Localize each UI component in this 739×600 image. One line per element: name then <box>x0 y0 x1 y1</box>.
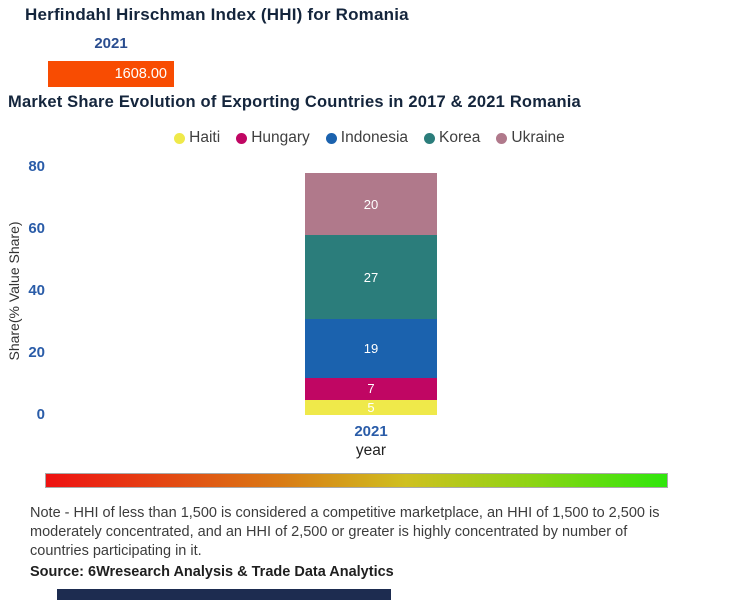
source-text: Source: 6Wresearch Analysis & Trade Data… <box>30 564 394 580</box>
bar-segment-ukraine: 20 <box>305 173 437 236</box>
hungary-dot-icon <box>236 132 248 144</box>
hhi-value-bar: 1608.00 <box>48 61 174 87</box>
bar-segment-haiti: 5 <box>305 399 437 415</box>
legend-item-korea[interactable]: Korea <box>424 129 480 147</box>
bar-segment-indonesia: 19 <box>305 318 437 378</box>
legend-label: Ukraine <box>511 129 565 146</box>
bar-segment-korea: 27 <box>305 235 437 319</box>
hhi-year-label: 2021 <box>94 35 128 52</box>
legend-item-hungary[interactable]: Hungary <box>236 129 310 147</box>
legend-label: Haiti <box>189 129 221 146</box>
hhi-value-text: 1608.00 <box>114 66 167 82</box>
legend-label: Hungary <box>251 129 310 146</box>
y-tick-60: 60 <box>28 220 45 237</box>
legend-label: Indonesia <box>340 129 409 146</box>
y-tick-80: 80 <box>28 158 45 175</box>
hhi-color-scale <box>45 473 668 488</box>
legend-item-indonesia[interactable]: Indonesia <box>325 129 409 147</box>
ukraine-dot-icon <box>496 132 508 144</box>
y-tick-0: 0 <box>36 406 45 423</box>
segment-value: 5 <box>367 399 375 415</box>
segment-value: 19 <box>363 340 379 356</box>
x-tick-2021: 2021 <box>354 423 388 440</box>
legend-label: Korea <box>439 129 481 146</box>
bar-segment-hungary: 7 <box>305 377 437 400</box>
legend-item-haiti[interactable]: Haiti <box>174 129 220 147</box>
legend-item-ukraine[interactable]: Ukraine <box>496 129 565 147</box>
note-text: Note - HHI of less than 1,500 is conside… <box>30 505 660 559</box>
stacked-bar-2021: 20 27 19 7 5 <box>305 173 437 415</box>
section-title: Market Share Evolution of Exporting Coun… <box>8 93 581 111</box>
indonesia-dot-icon <box>325 132 337 144</box>
footer-accent-bar <box>57 589 391 600</box>
segment-value: 20 <box>363 196 379 212</box>
segment-value: 7 <box>367 381 375 397</box>
segment-value: 27 <box>363 269 379 285</box>
chart-legend: Haiti Hungary Indonesia Korea Ukraine <box>0 129 739 147</box>
main-title: Herfindahl Hirschman Index (HHI) for Rom… <box>25 5 409 24</box>
korea-dot-icon <box>424 132 436 144</box>
y-tick-20: 20 <box>28 344 45 361</box>
haiti-dot-icon <box>174 132 186 144</box>
x-axis-label: year <box>355 442 387 459</box>
y-tick-40: 40 <box>28 282 45 299</box>
